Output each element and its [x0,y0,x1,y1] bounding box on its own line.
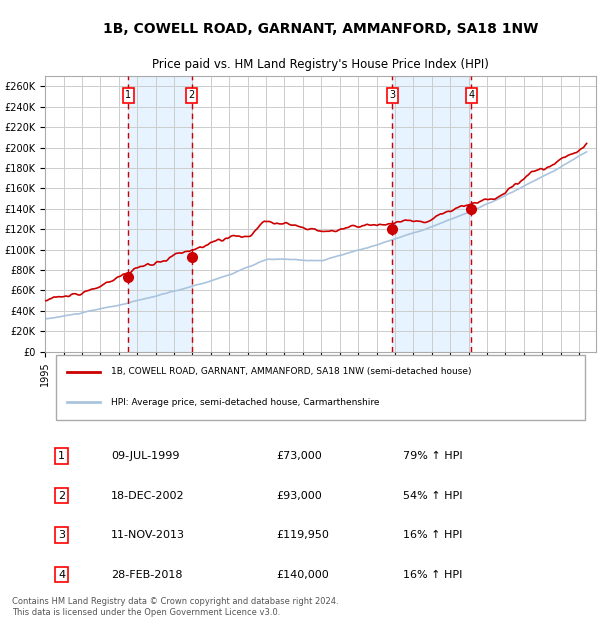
Text: 4: 4 [58,570,65,580]
Text: £93,000: £93,000 [277,490,322,500]
Text: Contains HM Land Registry data © Crown copyright and database right 2024.
This d: Contains HM Land Registry data © Crown c… [12,598,338,617]
Text: 11-NOV-2013: 11-NOV-2013 [111,530,185,540]
Bar [128,76,191,352]
Text: 1B, COWELL ROAD, GARNANT, AMMANFORD, SA18 1NW: 1B, COWELL ROAD, GARNANT, AMMANFORD, SA1… [103,22,538,36]
Text: 09-JUL-1999: 09-JUL-1999 [111,451,180,461]
Text: 54% ↑ HPI: 54% ↑ HPI [403,490,463,500]
Text: 4: 4 [469,91,475,100]
Text: 2: 2 [58,490,65,500]
Text: 1: 1 [58,451,65,461]
Bar [392,76,472,352]
Text: 1B, COWELL ROAD, GARNANT, AMMANFORD, SA18 1NW (semi-detached house): 1B, COWELL ROAD, GARNANT, AMMANFORD, SA1… [111,368,472,376]
Text: 28-FEB-2018: 28-FEB-2018 [111,570,183,580]
Text: 3: 3 [389,91,395,100]
Text: £119,950: £119,950 [277,530,329,540]
Text: 1: 1 [125,91,131,100]
Text: HPI: Average price, semi-detached house, Carmarthenshire: HPI: Average price, semi-detached house,… [111,397,380,407]
Text: 18-DEC-2002: 18-DEC-2002 [111,490,185,500]
Text: 16% ↑ HPI: 16% ↑ HPI [403,570,463,580]
FancyBboxPatch shape [56,355,585,420]
Text: £73,000: £73,000 [277,451,322,461]
Text: 79% ↑ HPI: 79% ↑ HPI [403,451,463,461]
Text: 2: 2 [188,91,195,100]
Text: £140,000: £140,000 [277,570,329,580]
Text: 16% ↑ HPI: 16% ↑ HPI [403,530,463,540]
Text: Price paid vs. HM Land Registry's House Price Index (HPI): Price paid vs. HM Land Registry's House … [152,58,489,71]
Text: 3: 3 [58,530,65,540]
